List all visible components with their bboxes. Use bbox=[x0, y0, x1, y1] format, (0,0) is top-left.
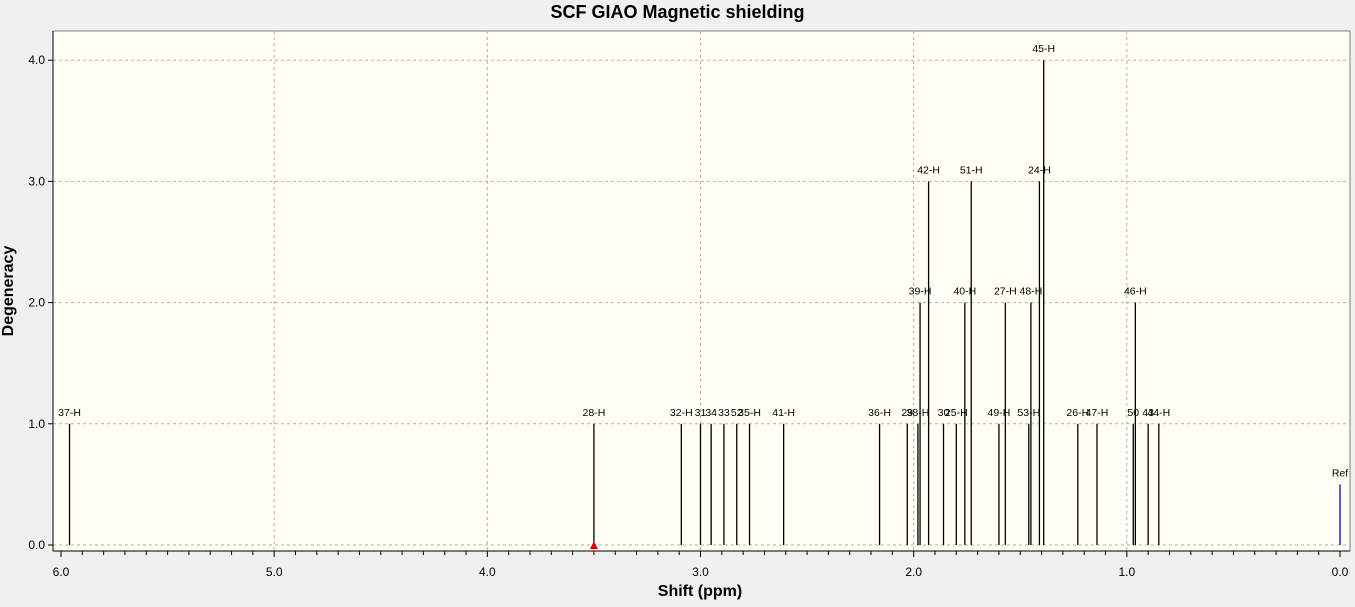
peak-label: 31 bbox=[695, 407, 707, 419]
peak-series bbox=[68, 60, 1341, 549]
x-tick-label: 3.0 bbox=[692, 565, 709, 579]
y-tick-label: 0.0 bbox=[28, 538, 45, 552]
peak-label: 43 bbox=[1142, 407, 1154, 419]
peak-label: 49-H bbox=[988, 407, 1011, 419]
peak-label: 35-H bbox=[738, 407, 761, 419]
tick-labels: 6.0 5.0 4.0 3.0 2.0 1.0 0.0 0.0 1.0 2.0 3.0 4.0 bbox=[28, 53, 1348, 579]
peak-label: 44-H bbox=[1147, 407, 1170, 419]
plot-area[interactable] bbox=[52, 30, 1351, 552]
x-tick-label: 4.0 bbox=[479, 565, 496, 579]
peak-label: 32-H bbox=[670, 407, 693, 419]
x-tick-label: 5.0 bbox=[266, 565, 283, 579]
peak-label: 48-H bbox=[1020, 286, 1043, 298]
peak-label: 52 bbox=[731, 407, 743, 419]
y-tick-label: 1.0 bbox=[28, 417, 45, 431]
y-tick-label: 3.0 bbox=[28, 174, 45, 188]
peak-label: 24-H bbox=[1028, 164, 1051, 176]
y-tick-label: 4.0 bbox=[28, 53, 45, 67]
peak-label: 51-H bbox=[960, 164, 983, 176]
peak-label: 29 bbox=[901, 407, 913, 419]
x-axis-label: Shift (ppm) bbox=[657, 583, 743, 600]
y-tick-label: 2.0 bbox=[28, 296, 45, 310]
x-tick-label: 1.0 bbox=[1118, 565, 1135, 579]
peak-label: 28-H bbox=[583, 407, 606, 419]
y-axis-label: Degeneracy bbox=[0, 245, 17, 337]
peak-label: 34 bbox=[705, 407, 717, 419]
axes bbox=[48, 31, 1350, 557]
peak-label: 41-H bbox=[772, 407, 795, 419]
peak-label: Ref bbox=[1332, 467, 1348, 479]
peak-label: 50 bbox=[1127, 407, 1139, 419]
peak-label: 42-H bbox=[917, 164, 940, 176]
peak-label: 25-H bbox=[945, 407, 968, 419]
chart-title: SCF GIAO Magnetic shielding bbox=[550, 2, 805, 22]
peak-label: 39-H bbox=[909, 286, 932, 298]
peak-label: 53-H bbox=[1017, 407, 1040, 419]
peak-label: 30 bbox=[938, 407, 950, 419]
peak-label: 37-H bbox=[58, 407, 81, 419]
peak-label: 46-H bbox=[1124, 286, 1147, 298]
peak-label: 38-H bbox=[907, 407, 930, 419]
x-tick-label: 6.0 bbox=[53, 565, 70, 579]
peak-label: 40-H bbox=[953, 286, 976, 298]
peak-label: 33 bbox=[718, 407, 730, 419]
marker-triangle bbox=[589, 541, 598, 549]
peak-label: 27-H bbox=[994, 286, 1017, 298]
x-tick-label: 0.0 bbox=[1332, 565, 1349, 579]
peak-label: 45-H bbox=[1032, 43, 1055, 55]
peak-label: 26-H bbox=[1066, 407, 1089, 419]
x-tick-label: 2.0 bbox=[905, 565, 922, 579]
peak-label: 36-H bbox=[868, 407, 891, 419]
peak-label: 47-H bbox=[1086, 407, 1109, 419]
